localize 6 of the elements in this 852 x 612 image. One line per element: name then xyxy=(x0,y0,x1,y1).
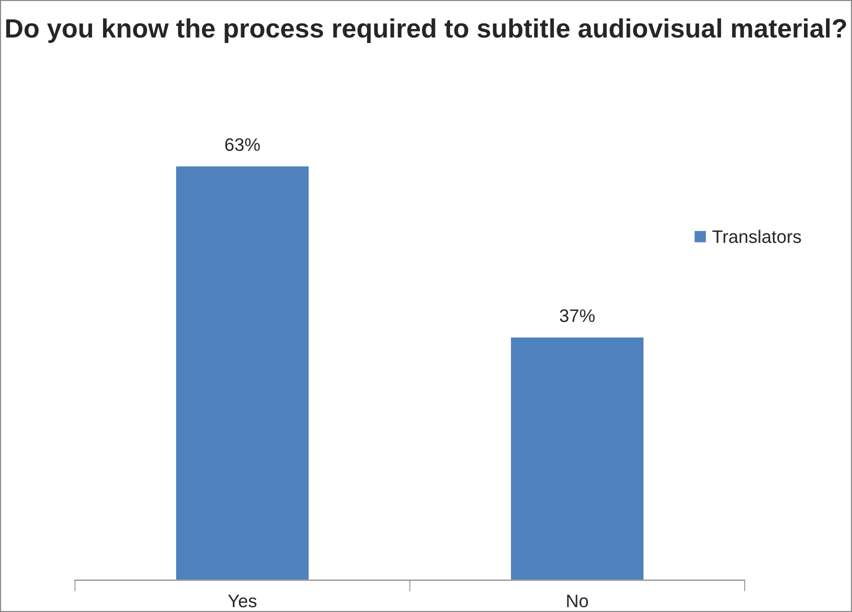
chart-title: Do you know the process required to subtitle audiovisual material? xyxy=(6,18,846,43)
legend-label: Translators xyxy=(712,230,801,244)
x-tick-label: Yes xyxy=(228,594,256,608)
data-label: 63% xyxy=(225,138,260,152)
x-tick-label: No xyxy=(567,594,588,608)
data-label: 37% xyxy=(560,309,595,322)
